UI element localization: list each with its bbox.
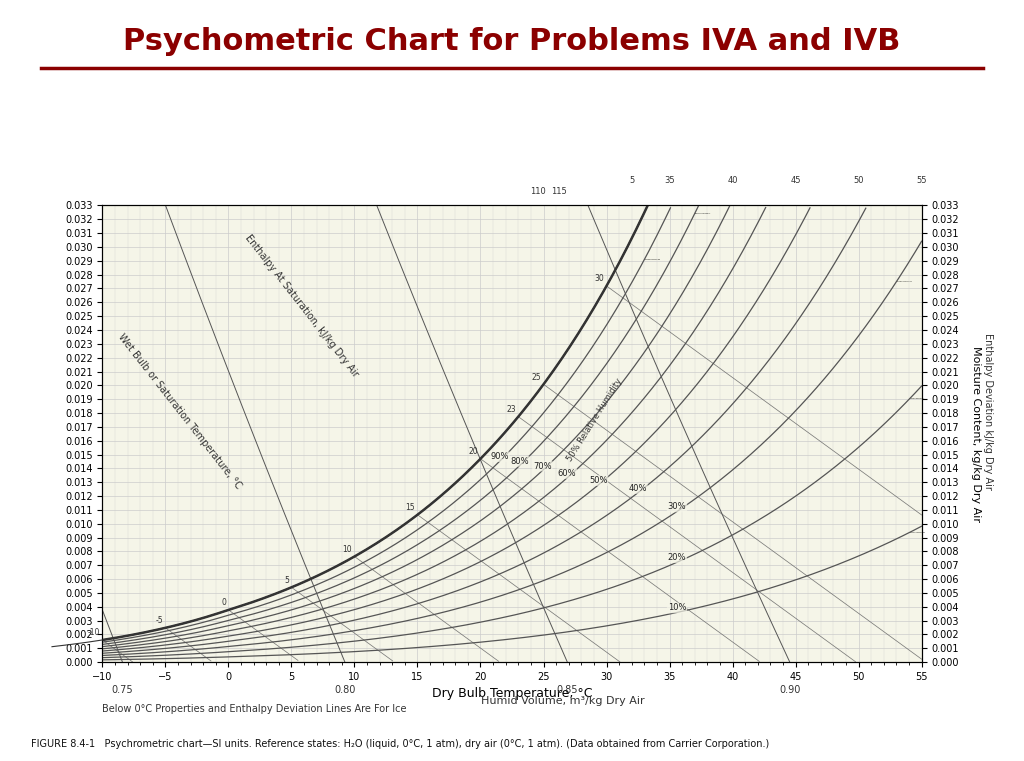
X-axis label: Dry Bulb Temperature, °C: Dry Bulb Temperature, °C [432, 687, 592, 700]
Text: 60%: 60% [558, 469, 577, 478]
Text: 40: 40 [727, 176, 738, 185]
Text: Enthalpy Deviation kJ/kg Dry Air: Enthalpy Deviation kJ/kg Dry Air [983, 333, 993, 489]
Text: 40%: 40% [629, 484, 647, 493]
Text: FIGURE 8.4-1   Psychrometric chart—SI units. Reference states: H₂O (liquid, 0°C,: FIGURE 8.4-1 Psychrometric chart—SI unit… [31, 739, 769, 750]
Text: 10: 10 [342, 545, 352, 554]
Text: 0.90: 0.90 [779, 684, 801, 695]
Text: 0: 0 [221, 598, 226, 607]
Text: 50%: 50% [589, 476, 607, 485]
Text: 5: 5 [629, 176, 634, 185]
Text: -10: -10 [87, 629, 100, 637]
Text: 30%: 30% [668, 502, 686, 511]
Text: Below 0°C Properties and Enthalpy Deviation Lines Are For Ice: Below 0°C Properties and Enthalpy Deviat… [102, 703, 407, 714]
Text: Humid Volume, m³/kg Dry Air: Humid Volume, m³/kg Dry Air [481, 696, 645, 706]
Text: 50: 50 [853, 176, 864, 185]
Text: 90%: 90% [490, 452, 509, 461]
Text: 55: 55 [916, 176, 927, 185]
Text: Psychometric Chart for Problems IVA and IVB: Psychometric Chart for Problems IVA and … [123, 27, 901, 56]
Text: 0.80: 0.80 [334, 684, 355, 695]
Text: 0.03241924301028902: 0.03241924301028902 [694, 212, 711, 214]
Text: 0.01898456835495347: 0.01898456835495347 [909, 399, 926, 400]
Text: 0.75: 0.75 [112, 684, 133, 695]
Text: 5: 5 [284, 575, 289, 584]
Text: 70%: 70% [534, 462, 552, 470]
Text: Wet Bulb or Saturation Temperature, °C: Wet Bulb or Saturation Temperature, °C [116, 332, 243, 490]
Y-axis label: Moisture Content, kg/kg Dry Air: Moisture Content, kg/kg Dry Air [972, 345, 981, 522]
Text: 80%: 80% [510, 457, 528, 466]
Text: 20%: 20% [668, 553, 686, 562]
Text: -5: -5 [156, 616, 163, 625]
Text: 20: 20 [468, 447, 478, 456]
Text: 30: 30 [594, 274, 604, 283]
Text: 45: 45 [791, 176, 801, 185]
Text: 115: 115 [551, 187, 567, 196]
Text: Enthalpy At Saturation, kJ/kg Dry Air: Enthalpy At Saturation, kJ/kg Dry Air [244, 233, 360, 379]
Text: 0.027489701261126077: 0.027489701261126077 [896, 281, 913, 282]
Text: 110: 110 [529, 187, 546, 196]
Text: 23: 23 [506, 405, 516, 414]
Text: 50% Relative Humidity: 50% Relative Humidity [565, 377, 624, 463]
Text: 15: 15 [406, 503, 415, 512]
Text: 0.029088344290697985: 0.029088344290697985 [644, 259, 662, 260]
Text: 0.009349596269925355: 0.009349596269925355 [909, 532, 926, 533]
Text: 10%: 10% [668, 603, 686, 613]
Text: 25: 25 [531, 373, 541, 381]
Text: 0.85: 0.85 [557, 684, 579, 695]
Text: 35: 35 [665, 176, 675, 185]
